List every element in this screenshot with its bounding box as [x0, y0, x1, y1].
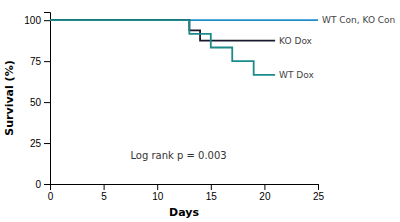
y-tick-label: 100 [24, 15, 41, 26]
x-tick-label: 5 [101, 191, 107, 202]
y-tick: 100 [24, 15, 50, 26]
x-tick-label: 0 [48, 191, 54, 202]
x-tick-mark [157, 184, 158, 190]
x-tick-label: 20 [259, 191, 271, 202]
y-tick-label: 75 [30, 56, 42, 67]
annotation: Log rank p = 0.003 [130, 150, 226, 161]
x-tick: 20 [259, 184, 271, 202]
x-tick: 10 [152, 184, 164, 202]
x-tick: 15 [206, 184, 218, 202]
y-axis-line [44, 13, 51, 185]
survival-line [50, 20, 275, 40]
y-tick-mark [44, 184, 50, 185]
chart: 0 5 10 15 20 25 0 25 50 75 100 WT Con, KO Con KO Dox… [0, 0, 400, 222]
series-label: KO Dox [279, 36, 313, 46]
y-axis-title: Survival (%) [3, 60, 16, 135]
series-label: WT Con, KO Con [322, 15, 395, 25]
y-tick: 0 [35, 179, 50, 190]
y-tick-label: 50 [30, 97, 42, 108]
plot: 0 5 10 15 20 25 0 25 50 75 100 WT Con, KO Con KO Dox… [24, 13, 395, 203]
x-tick-mark [104, 184, 105, 190]
x-tick: 0 [48, 184, 54, 202]
x-axis-title: Days [169, 206, 199, 219]
x-axis: 0 5 10 15 20 25 [48, 184, 325, 202]
y-tick-mark [44, 102, 50, 103]
lines [50, 20, 318, 75]
survival-line [50, 20, 275, 75]
y-tick-mark [44, 143, 50, 144]
annotations: Log rank p = 0.003 [130, 150, 226, 161]
y-tick-label: 0 [35, 179, 41, 190]
x-tick-mark [264, 184, 265, 190]
y-tick-mark [44, 20, 50, 21]
x-axis-line [51, 185, 319, 191]
series-labels: WT Con, KO Con KO Dox WT Dox [279, 15, 395, 80]
x-tick: 5 [101, 184, 107, 202]
x-tick-label: 25 [313, 191, 325, 202]
y-axis: 0 25 50 75 100 [24, 13, 50, 190]
y-tick: 75 [30, 56, 50, 67]
x-tick-label: 15 [206, 191, 218, 202]
y-tick-mark [44, 61, 50, 62]
x-tick-mark [318, 184, 319, 190]
y-tick: 25 [30, 138, 50, 149]
y-tick: 50 [30, 97, 50, 108]
series-label: WT Dox [279, 70, 314, 80]
y-tick-label: 25 [30, 138, 42, 149]
x-tick: 25 [313, 184, 325, 202]
x-tick-label: 10 [152, 191, 164, 202]
x-tick-mark [211, 184, 212, 190]
